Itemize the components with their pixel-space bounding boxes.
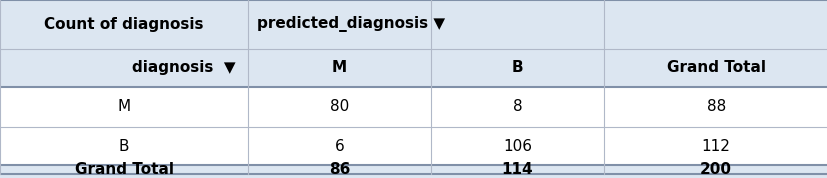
Text: B: B xyxy=(511,60,523,75)
Text: Grand Total: Grand Total xyxy=(666,60,765,75)
Text: 106: 106 xyxy=(502,139,532,154)
Text: 112: 112 xyxy=(701,139,729,154)
Text: diagnosis  ▼: diagnosis ▼ xyxy=(132,60,236,75)
Text: Grand Total: Grand Total xyxy=(74,162,174,177)
Bar xyxy=(248,127,430,165)
Bar xyxy=(430,87,604,127)
Text: Count of diagnosis: Count of diagnosis xyxy=(45,17,203,32)
Bar xyxy=(0,0,248,49)
Bar xyxy=(0,49,248,87)
Bar xyxy=(248,0,827,49)
Bar xyxy=(0,165,248,174)
Bar xyxy=(604,49,827,87)
Bar xyxy=(604,87,827,127)
Text: 80: 80 xyxy=(329,100,349,114)
Text: B: B xyxy=(119,139,129,154)
Bar xyxy=(0,127,248,165)
Bar xyxy=(604,165,827,174)
Bar xyxy=(248,87,430,127)
Bar xyxy=(604,127,827,165)
Text: 86: 86 xyxy=(328,162,350,177)
Text: 8: 8 xyxy=(512,100,522,114)
Text: 88: 88 xyxy=(705,100,725,114)
Text: 114: 114 xyxy=(501,162,533,177)
Text: 200: 200 xyxy=(700,162,731,177)
Text: predicted_diagnosis ▼: predicted_diagnosis ▼ xyxy=(256,16,444,32)
Text: M: M xyxy=(117,100,131,114)
Bar xyxy=(0,87,248,127)
Bar xyxy=(248,49,430,87)
Bar xyxy=(430,49,604,87)
Bar xyxy=(248,165,430,174)
Bar xyxy=(430,127,604,165)
Bar xyxy=(430,165,604,174)
Text: M: M xyxy=(332,60,347,75)
Text: 6: 6 xyxy=(334,139,344,154)
